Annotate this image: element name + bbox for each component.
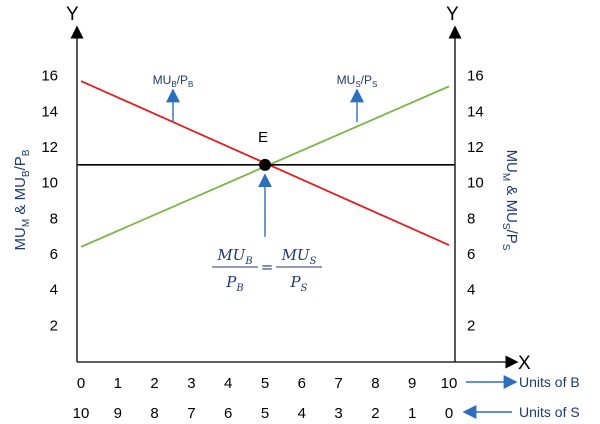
mub-curve-label: MUB/PB [153,73,194,89]
mub-label-sub: B [171,80,176,89]
x-tick-units-b: 6 [298,375,306,392]
x-tick-units-b: 9 [408,375,416,392]
y-label-left-mid: & MU [12,177,29,219]
y-tick-left: 8 [50,210,58,227]
y-label-left-sub3: B [21,149,32,156]
eq-num-right: MUS [281,246,317,267]
mub-label-tail: /P [177,73,188,87]
x-tick-units-b: 8 [371,375,379,392]
x-tick-units-s: 8 [150,405,158,422]
y-tick-left: 14 [41,103,58,120]
equilibrium-label: E [258,129,268,146]
x-tick-units-b: 3 [187,375,195,392]
y-ticks-left: 2 4 6 8 10 12 14 16 [41,68,58,335]
eq-den-right-base: P [290,273,302,291]
x-tick-units-b: 4 [224,375,232,392]
y-tick-right: 16 [467,68,484,85]
eq-den-left: PB [225,273,243,294]
mub-label-base: MU [153,73,172,87]
mus-label-base: MU [337,73,356,87]
y-label-left-base: MU [12,227,29,250]
x-tick-units-s: 10 [73,405,90,422]
eq-den-right: PS [290,273,308,294]
x-tick-units-b: 1 [114,375,122,392]
mus-label-sub2: S [372,80,377,89]
eq-num-left-sub: B [244,256,252,267]
y-ticks-right: 2 4 6 8 10 12 14 16 [467,68,484,335]
y-tick-left: 12 [41,139,58,156]
y-tick-right: 6 [467,246,475,263]
x-tick-units-s: 7 [187,405,195,422]
y-label-left-tail: /P [12,156,29,170]
eq-den-left-sub: B [235,283,243,294]
y-label-right-sub2: S [500,223,511,230]
x-tick-units-b: 5 [261,375,269,392]
x-tick-units-s: 5 [261,405,269,422]
x-tick-units-b: 10 [441,375,458,392]
x-tick-units-b: 0 [77,375,85,392]
y-tick-right: 10 [467,175,484,192]
equilibrium-equation: MUB PB = MUS PS [212,246,322,294]
mus-label-sub: S [355,80,360,89]
y-tick-left: 16 [41,68,58,85]
y-tick-right: 4 [467,282,475,299]
y-axis-right-letter: Y [446,4,459,25]
x-tick-units-s: 6 [224,405,232,422]
mus-curve-label: MUS/PS [337,73,378,89]
mub-label-sub2: B [188,80,193,89]
y-tick-right: 12 [467,139,484,156]
y-tick-left: 2 [50,317,58,334]
eq-num-right-sub: S [310,256,317,267]
y-label-right: MUM & MUS/PS [500,150,520,251]
units-b-label: Units of B [519,374,580,390]
mus-label-tail: /P [361,73,372,87]
y-tick-right: 14 [467,103,484,120]
x-tick-units-s: 2 [371,405,379,422]
x-ticks-units-b: 0 1 2 3 4 5 6 7 8 9 10 [77,375,458,392]
y-label-left-sub2: B [21,170,32,177]
y-label-left: MUM & MUB/PB [12,149,32,250]
y-label-left-sub1: M [21,219,32,227]
eq-num-left-base: MU [216,246,246,264]
eq-num-right-base: MU [281,246,311,264]
y-tick-left: 10 [41,175,58,192]
x-tick-units-b: 7 [334,375,342,392]
x-ticks-units-s: 10 9 8 7 6 5 4 3 2 1 0 [73,405,454,422]
y-tick-left: 4 [50,282,58,299]
units-s-label: Units of S [519,404,580,420]
x-tick-units-s: 4 [298,405,306,422]
y-label-right-tail: /P [503,230,520,244]
x-tick-units-s: 0 [445,405,453,422]
x-axis-letter: X [518,353,531,374]
y-label-right-sub3: S [500,244,511,251]
eq-den-left-base: P [225,273,237,291]
x-tick-units-s: 9 [114,405,122,422]
y-label-right-mid: & MU [503,181,520,223]
y-label-right-base: MU [503,150,520,173]
eq-den-right-sub: S [301,283,308,294]
y-tick-right: 2 [467,317,475,334]
y-tick-right: 8 [467,210,475,227]
eq-equals-sign: = [261,258,274,276]
x-tick-units-s: 3 [334,405,342,422]
y-label-right-sub1: M [500,173,511,181]
eq-num-left: MUB [216,246,252,267]
x-tick-units-s: 1 [408,405,416,422]
y-tick-left: 6 [50,246,58,263]
x-tick-units-b: 2 [150,375,158,392]
y-axis-left-letter: Y [66,4,79,25]
equilibrium-point [259,158,271,171]
